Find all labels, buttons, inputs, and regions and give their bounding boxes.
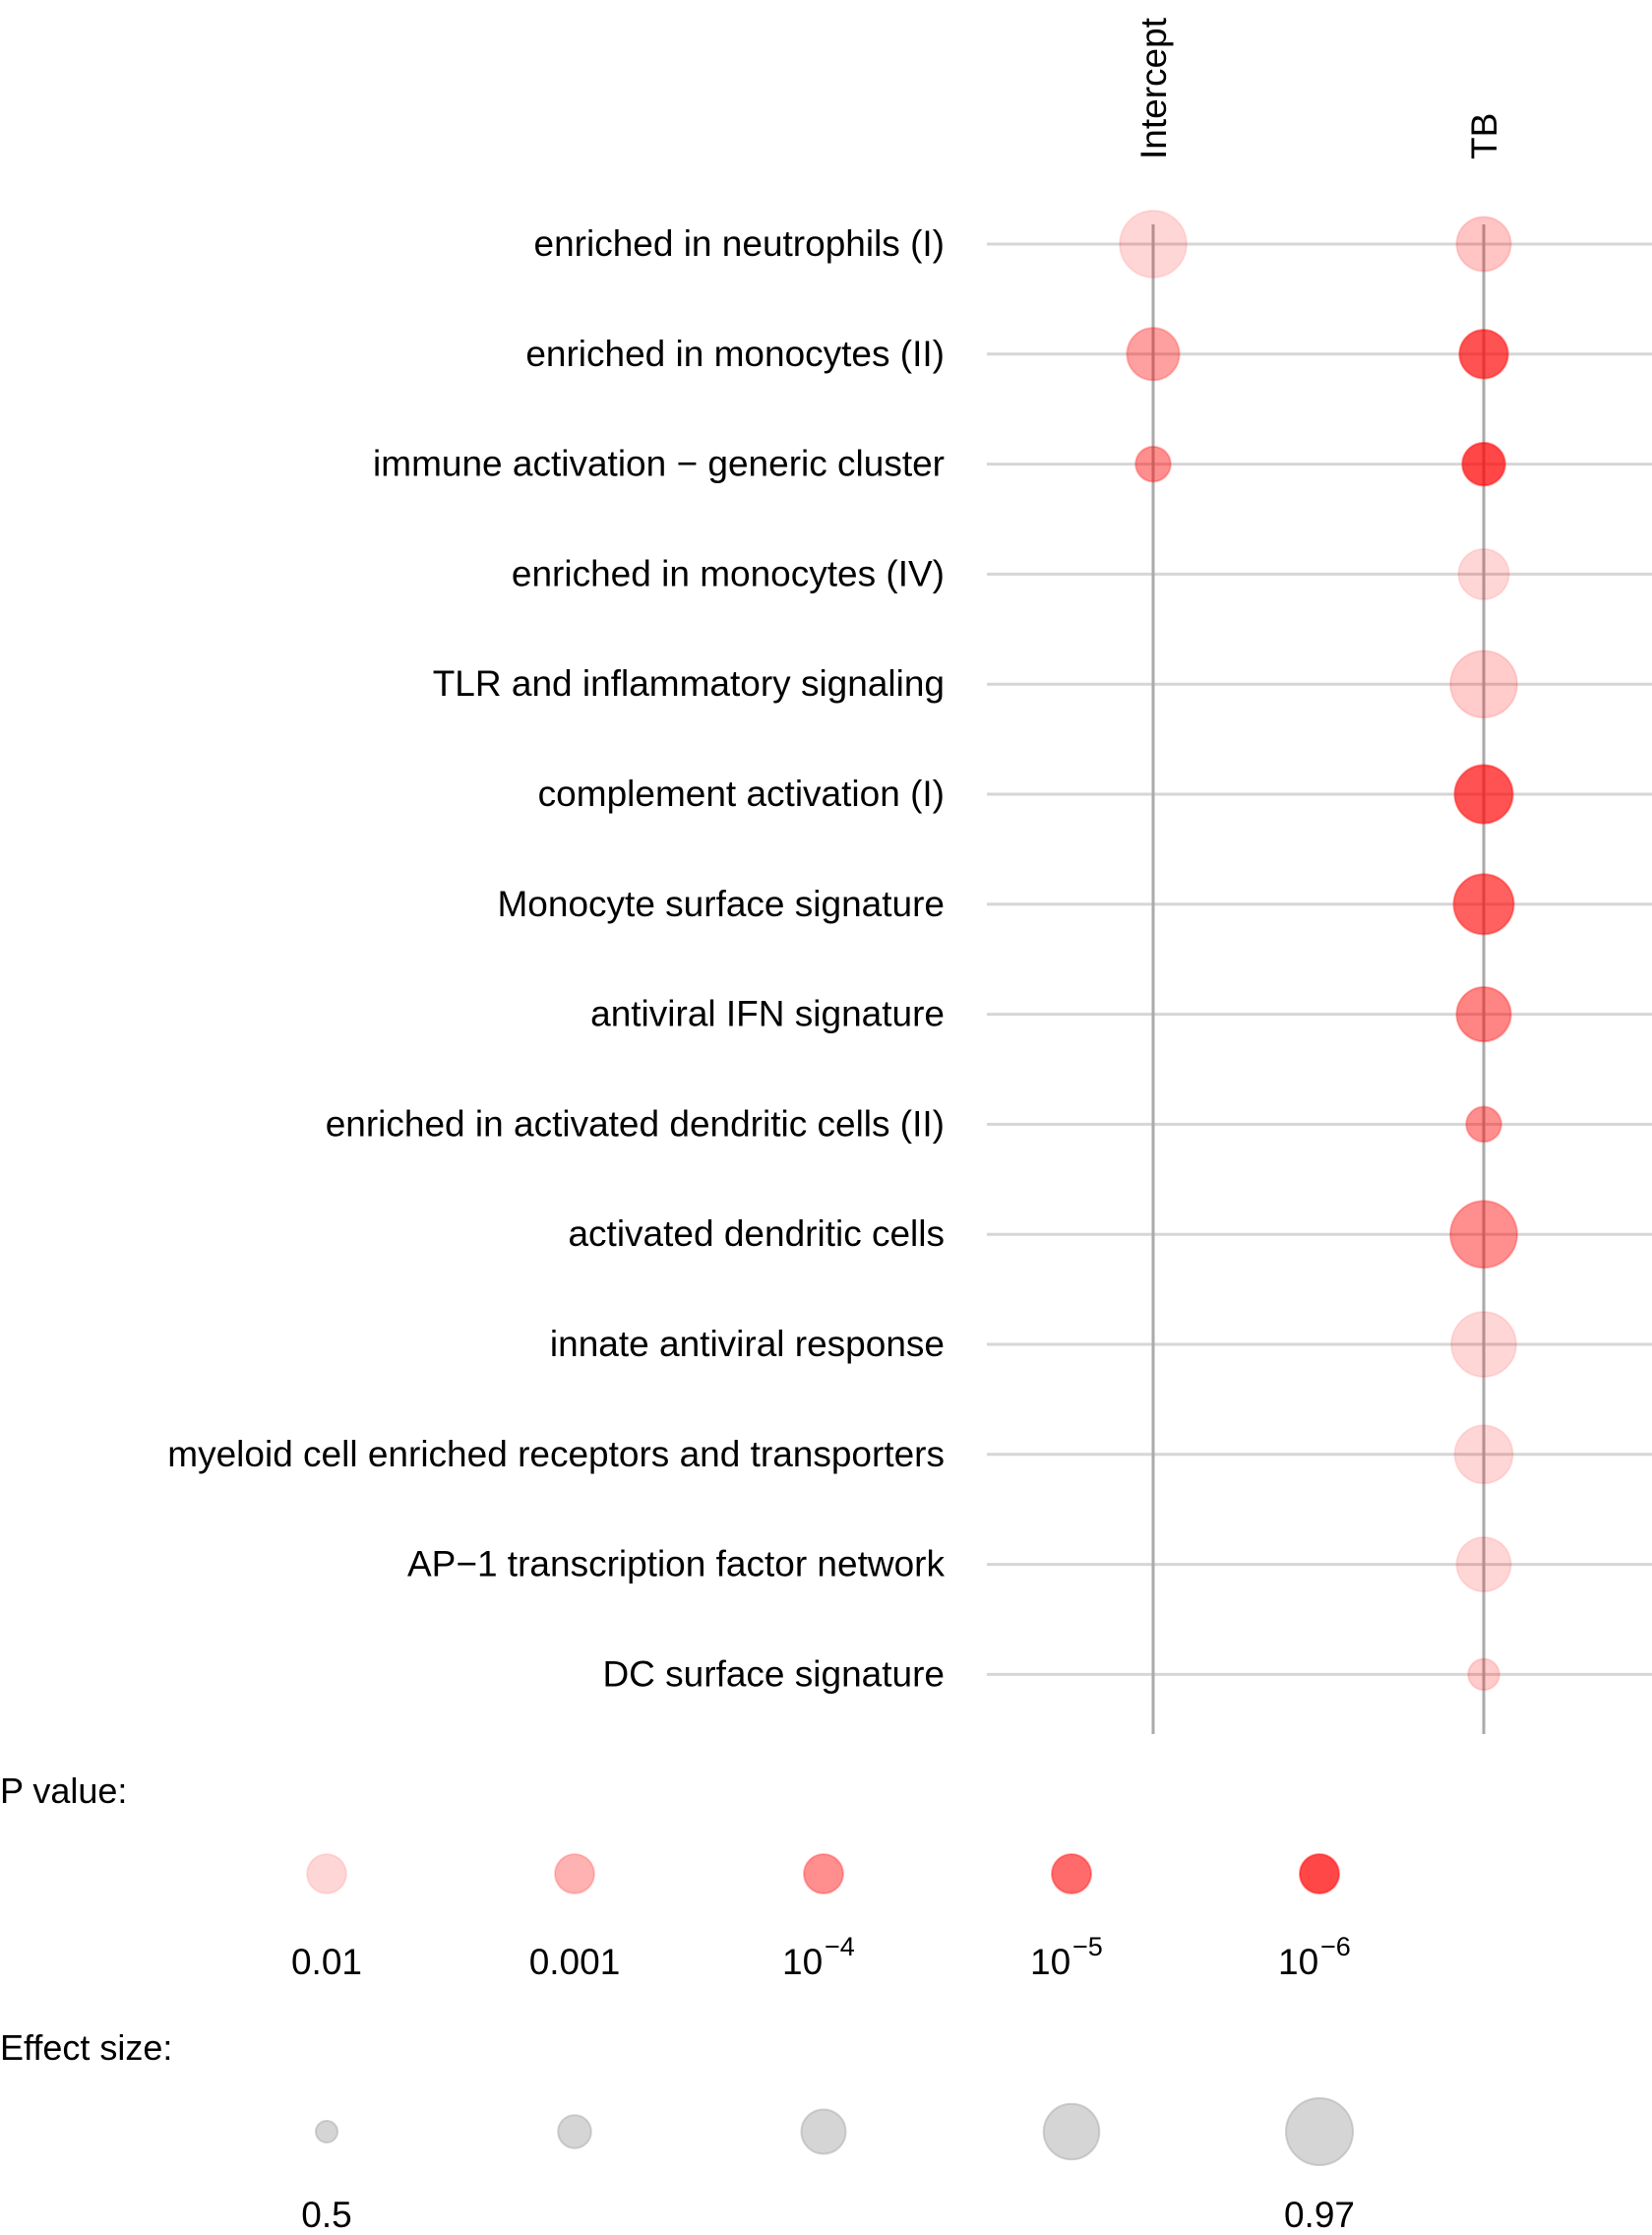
row-label: innate antiviral response	[550, 1324, 945, 1364]
p-legend-exponent: −4	[825, 1932, 855, 1961]
data-point	[1455, 985, 1512, 1043]
p-legend-label: 0.01	[291, 1942, 362, 1982]
row-label: Monocyte surface signature	[497, 884, 945, 924]
data-point	[1453, 1424, 1514, 1485]
data-point	[1453, 764, 1514, 825]
column-label: TB	[1464, 113, 1504, 159]
data-point	[1449, 1310, 1518, 1379]
row-label: AP−1 transcription factor network	[407, 1544, 946, 1584]
row-label: TLR and inflammatory signaling	[433, 663, 945, 704]
effect-legend-key	[800, 2108, 847, 2155]
data-point	[1449, 1200, 1518, 1270]
row-label: enriched in activated dendritic cells (I…	[326, 1103, 945, 1144]
p-legend-label: 0.001	[529, 1942, 621, 1982]
row-labels: enriched in neutrophils (I) enriched in m…	[167, 223, 945, 1694]
data-point	[1457, 547, 1510, 601]
effect-size-legend: Effect size: 0.5 0.97	[0, 2027, 1355, 2235]
row-label: immune activation − generic cluster	[373, 444, 945, 484]
data-points	[1119, 210, 1518, 1692]
p-value-legend-title: P value:	[0, 1770, 127, 1811]
data-point	[1465, 1105, 1502, 1144]
data-point	[1461, 441, 1506, 487]
effect-legend-key	[315, 2120, 338, 2143]
row-label: myeloid cell enriched receptors and tran…	[167, 1434, 945, 1474]
data-point	[1455, 1535, 1512, 1593]
p-legend-key	[803, 1853, 844, 1894]
p-legend-label: 10	[1278, 1942, 1318, 1982]
data-point	[1449, 650, 1518, 719]
data-point	[1126, 327, 1181, 382]
column-labels: Intercept TB	[1133, 17, 1504, 159]
row-label: DC surface signature	[602, 1653, 945, 1694]
data-point	[1452, 873, 1515, 936]
effect-legend-label: 0.97	[1284, 2195, 1355, 2235]
data-point	[1458, 329, 1509, 380]
row-label: enriched in monocytes (IV)	[512, 553, 945, 593]
p-legend-key	[554, 1853, 595, 1894]
effect-legend-key	[1285, 2097, 1354, 2166]
data-point	[1455, 216, 1512, 273]
effect-legend-key	[1042, 2102, 1101, 2161]
effect-legend-label: 0.5	[301, 2195, 351, 2235]
effect-size-legend-title: Effect size:	[0, 2027, 172, 2068]
p-legend-exponent: −5	[1072, 1932, 1103, 1961]
column-label: Intercept	[1133, 17, 1174, 159]
data-point	[1467, 1657, 1500, 1692]
row-label: activated dendritic cells	[568, 1213, 945, 1254]
p-legend-key	[1299, 1853, 1340, 1894]
p-legend-label: 10	[782, 1942, 823, 1982]
data-point	[1134, 445, 1172, 483]
effect-legend-key	[557, 2114, 592, 2149]
row-label: enriched in neutrophils (I)	[534, 223, 946, 264]
row-label: enriched in monocytes (II)	[525, 334, 945, 374]
p-legend-key	[306, 1853, 347, 1894]
data-point	[1119, 210, 1188, 279]
grid-lines	[987, 224, 1652, 1734]
p-value-legend: P value: 0.01 0.001 10 −4 10 −5 10 −6	[0, 1770, 1351, 1982]
p-legend-key	[1051, 1853, 1092, 1894]
p-legend-label: 10	[1030, 1942, 1071, 1982]
row-label: complement activation (I)	[538, 774, 945, 814]
p-legend-exponent: −6	[1320, 1932, 1351, 1961]
row-label: antiviral IFN signature	[590, 994, 945, 1034]
